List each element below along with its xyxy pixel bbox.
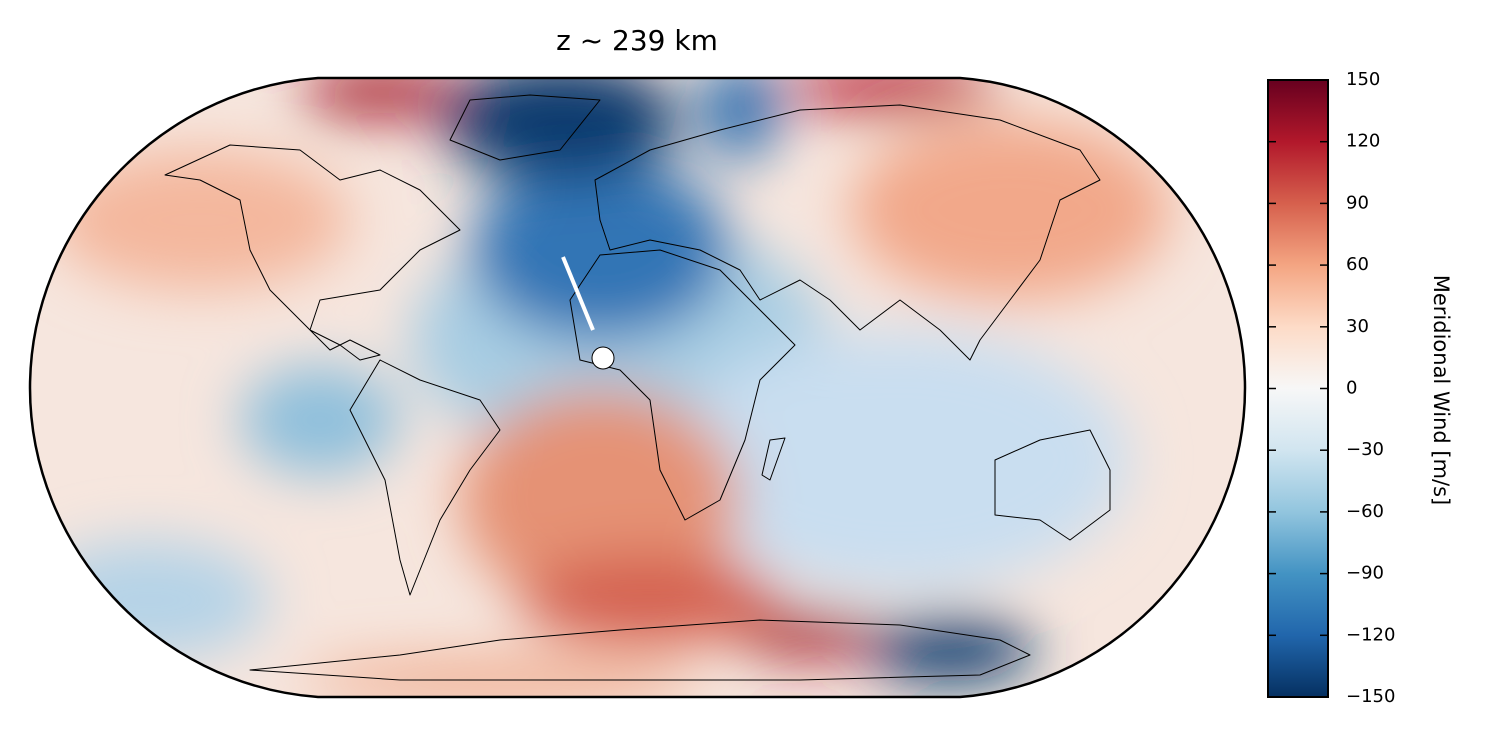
coastlines [164,94,1111,681]
map-title: z ~ 239 km [556,24,718,57]
site-marker [591,346,615,370]
tick-label: −120 [1346,624,1395,645]
colorbar-label: Meridional Wind [m/s] [1429,275,1453,506]
colorbar-ticks: −150 −120 −90 −60 −30 0 30 60 90 120 150 [1268,69,1395,707]
wind-field [30,78,1245,697]
tick-label: 150 [1346,69,1380,90]
colorbar [1267,79,1329,698]
tick-label: 120 [1346,131,1380,152]
tick-label: 0 [1346,378,1357,399]
tick-label: 90 [1346,192,1369,213]
tick-label: −30 [1346,439,1384,460]
tick-label: 30 [1346,316,1369,337]
map-outline [28,76,1247,699]
track-line [561,256,595,331]
tick-label: −150 [1346,686,1395,707]
tick-label: 60 [1346,254,1369,275]
tick-label: −90 [1346,563,1384,584]
tick-label: −60 [1346,501,1384,522]
